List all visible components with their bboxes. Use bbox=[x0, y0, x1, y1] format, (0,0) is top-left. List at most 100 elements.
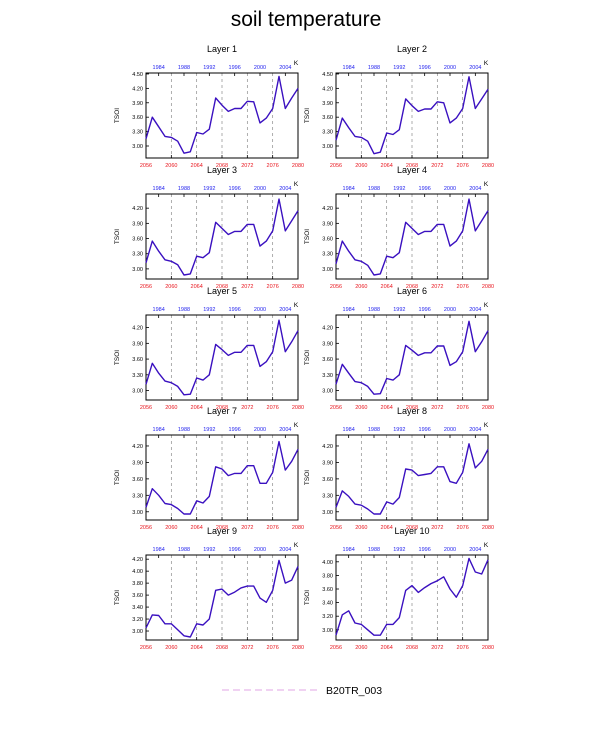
x-tick-label: 2056 bbox=[140, 284, 152, 290]
y-tick-label: 3.60 bbox=[322, 115, 333, 121]
x-tick-label: 2076 bbox=[457, 525, 469, 531]
top-x-tick-label: 2004 bbox=[469, 65, 481, 71]
y-tick-label: 4.20 bbox=[132, 444, 143, 450]
y-tick-label: 3.60 bbox=[132, 593, 143, 599]
x-tick-label: 2068 bbox=[216, 163, 228, 169]
top-x-tick-label: 1988 bbox=[368, 427, 380, 433]
top-x-tick-label: 1996 bbox=[229, 547, 241, 553]
x-tick-label: 2068 bbox=[406, 525, 418, 531]
top-x-tick-label: 2004 bbox=[469, 186, 481, 192]
panel-title: Layer 10 bbox=[394, 526, 429, 536]
plot-area: Layer 4 K 2056 2060 2064 2068 2072 2076 2080 1984… bbox=[304, 165, 494, 290]
top-x-tick-label: 1984 bbox=[343, 427, 355, 433]
top-x-tick-label: 2004 bbox=[279, 65, 291, 71]
y-tick-label: 3.00 bbox=[132, 144, 143, 150]
top-x-tick-label: 1984 bbox=[343, 65, 355, 71]
legend: B20TR_003 bbox=[222, 685, 382, 697]
top-x-tick-label: 1992 bbox=[393, 547, 405, 553]
top-x-tick-label: 1992 bbox=[393, 427, 405, 433]
panel-title: Layer 4 bbox=[397, 165, 427, 175]
y-tick-label: 3.60 bbox=[132, 237, 143, 243]
chart-title: soil temperature bbox=[230, 8, 382, 31]
x-tick-label: 2076 bbox=[457, 284, 469, 290]
x-tick-label: 2064 bbox=[381, 405, 393, 411]
legend-label: B20TR_003 bbox=[326, 685, 382, 697]
x-tick-label: 2060 bbox=[165, 284, 177, 290]
x-tick-label: 2056 bbox=[330, 525, 342, 531]
series-line bbox=[145, 198, 299, 276]
top-x-tick-label: 2000 bbox=[254, 427, 266, 433]
x-tick-label: 2060 bbox=[165, 525, 177, 531]
y-tick-label: 3.30 bbox=[322, 373, 333, 379]
x-tick-label: 2068 bbox=[406, 284, 418, 290]
panel-title: Layer 1 bbox=[207, 44, 237, 54]
x-tick-label: 2068 bbox=[216, 525, 228, 531]
top-x-tick-label: 2004 bbox=[469, 547, 481, 553]
y-tick-label: 3.60 bbox=[322, 357, 333, 363]
top-x-tick-label: 1988 bbox=[178, 427, 190, 433]
top-x-tick-label: 1988 bbox=[368, 186, 380, 192]
top-x-tick-label: 1996 bbox=[229, 307, 241, 313]
y-tick-label: 4.20 bbox=[322, 206, 333, 212]
units-label: K bbox=[294, 542, 299, 549]
y-tick-label: 3.30 bbox=[132, 493, 143, 499]
top-x-tick-label: 1988 bbox=[178, 307, 190, 313]
y-tick-label: 3.90 bbox=[132, 341, 143, 347]
x-tick-label: 2060 bbox=[355, 645, 367, 651]
y-tick-label: 3.00 bbox=[322, 144, 333, 150]
x-tick-label: 2068 bbox=[216, 645, 228, 651]
y-tick-label: 4.00 bbox=[132, 569, 143, 575]
x-tick-label: 2072 bbox=[431, 163, 443, 169]
chart-panel: Layer 1 K 2056 2060 2064 2068 2072 2076 2080 1984… bbox=[114, 44, 304, 169]
chart-panel: Layer 3 K 2056 2060 2064 2068 2072 2076 2080 1984… bbox=[114, 165, 304, 290]
top-x-tick-label: 1996 bbox=[419, 307, 431, 313]
x-tick-label: 2056 bbox=[140, 645, 152, 651]
plot-area: Layer 6 K 2056 2060 2064 2068 2072 2076 2080 1984… bbox=[304, 286, 494, 411]
x-tick-label: 2072 bbox=[241, 525, 253, 531]
plot-area: Layer 3 K 2056 2060 2064 2068 2072 2076 2080 1984… bbox=[114, 165, 304, 290]
chart-panel: Layer 9 K 2056 2060 2064 2068 2072 2076 2080 1984… bbox=[114, 526, 304, 651]
top-x-tick-label: 2000 bbox=[444, 65, 456, 71]
top-x-tick-label: 1984 bbox=[343, 307, 355, 313]
y-tick-label: 3.20 bbox=[322, 614, 333, 620]
x-tick-label: 2060 bbox=[355, 405, 367, 411]
top-x-tick-label: 2004 bbox=[279, 547, 291, 553]
top-x-tick-label: 2000 bbox=[444, 427, 456, 433]
units-label: K bbox=[294, 181, 299, 188]
x-tick-label: 2072 bbox=[241, 163, 253, 169]
x-tick-label: 2080 bbox=[482, 405, 494, 411]
chart-panel: Layer 2 K 2056 2060 2064 2068 2072 2076 2080 1984… bbox=[304, 44, 494, 169]
y-tick-label: 3.60 bbox=[132, 357, 143, 363]
y-tick-label: 3.40 bbox=[132, 605, 143, 611]
top-x-tick-label: 2000 bbox=[444, 186, 456, 192]
y-tick-label: 4.20 bbox=[132, 557, 143, 563]
top-x-tick-label: 2000 bbox=[444, 307, 456, 313]
x-tick-label: 2064 bbox=[381, 284, 393, 290]
series-line bbox=[145, 319, 299, 396]
top-x-tick-label: 2000 bbox=[444, 547, 456, 553]
y-tick-label: 3.30 bbox=[322, 252, 333, 258]
top-x-tick-label: 2000 bbox=[254, 547, 266, 553]
units-label: K bbox=[294, 422, 299, 429]
y-tick-label: 3.00 bbox=[132, 267, 143, 273]
x-tick-label: 2068 bbox=[406, 645, 418, 651]
x-tick-label: 2060 bbox=[355, 525, 367, 531]
y-tick-label: 4.20 bbox=[322, 326, 333, 332]
top-x-tick-label: 2004 bbox=[279, 427, 291, 433]
top-x-tick-label: 1996 bbox=[419, 427, 431, 433]
x-tick-label: 2064 bbox=[381, 645, 393, 651]
x-tick-label: 2072 bbox=[431, 284, 443, 290]
panel-title: Layer 5 bbox=[207, 286, 237, 296]
x-tick-label: 2076 bbox=[457, 405, 469, 411]
chart-panel: Layer 6 K 2056 2060 2064 2068 2072 2076 2080 1984… bbox=[304, 286, 494, 411]
x-tick-label: 2060 bbox=[165, 163, 177, 169]
y-tick-label: 3.40 bbox=[322, 601, 333, 607]
x-tick-label: 2056 bbox=[140, 405, 152, 411]
units-label: K bbox=[484, 302, 489, 309]
x-tick-label: 2080 bbox=[482, 163, 494, 169]
top-x-tick-label: 2004 bbox=[469, 307, 481, 313]
x-tick-label: 2080 bbox=[482, 645, 494, 651]
x-tick-label: 2072 bbox=[431, 405, 443, 411]
top-x-tick-label: 1992 bbox=[393, 307, 405, 313]
